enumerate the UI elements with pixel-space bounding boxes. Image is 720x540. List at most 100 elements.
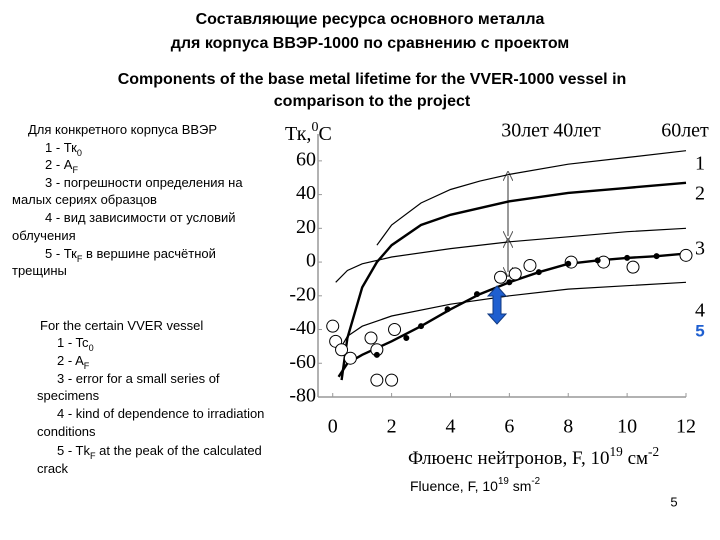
note-en-part: conditions [37, 424, 96, 439]
note-en: specimens [37, 388, 100, 403]
curve [376, 150, 687, 246]
note-ru: 2 - АF [45, 157, 78, 175]
title-en: Components of the base metal lifetime fo… [118, 71, 627, 88]
x-axis-title-en: Fluence, F, 1019 sm-2 [410, 476, 540, 494]
annotation: 40лет [553, 120, 601, 142]
y-tick-label: -40 [289, 317, 316, 339]
data-point [523, 258, 537, 272]
y-axis-title-part: С [318, 123, 331, 145]
note-ru: 4 - вид зависимости от условий [45, 210, 236, 225]
note-ru-part: 0 [77, 148, 82, 158]
note-ru: облучения [12, 228, 76, 243]
title-ru: для корпуса ВВЭР-1000 по сравнению с про… [171, 35, 570, 52]
note-ru-part: малых сериях образцов [12, 192, 157, 207]
x-tick-label: 4 [445, 416, 455, 438]
note-en-part: 3 - error for a small series of [57, 371, 220, 386]
x-tick-label: 6 [504, 416, 514, 438]
page-number: 5 [670, 494, 677, 509]
note-en-part: specimens [37, 388, 100, 403]
note-ru-part: 2 - А [45, 157, 73, 172]
data-point [444, 306, 451, 313]
note-en-part: at the peak of the calculated [96, 443, 262, 458]
note-ru-part: облучения [12, 228, 76, 243]
curve-label: 4 [695, 300, 705, 322]
annotation: 60лет [661, 120, 709, 142]
x-axis-title-part: Флюенс нейтронов, F, 10 [408, 448, 610, 469]
data-point [653, 253, 660, 260]
curve-label: 3 [695, 238, 705, 260]
note-en: 2 - AF [57, 353, 90, 371]
note-en-part: F [90, 451, 96, 461]
curve-label: 1 [695, 153, 705, 175]
y-tick-label: 60 [296, 148, 316, 170]
annotation: 30лет [501, 120, 549, 142]
x-axis-title-en-part: sm [509, 478, 532, 494]
note-en: conditions [37, 424, 96, 439]
data-point [418, 323, 425, 330]
y-tick-label: -60 [289, 351, 316, 373]
note-ru-part: 4 - вид зависимости от условий [45, 210, 236, 225]
curve [340, 181, 687, 381]
note-en: 1 - Tc0 [57, 335, 94, 353]
title-en: comparison to the project [274, 93, 471, 110]
curve-label: 5 [695, 321, 704, 340]
x-axis-title-en-part: 19 [498, 476, 509, 487]
note-ru: 5 - ТкF в вершине расчётной [45, 246, 216, 264]
x-tick-label: 2 [387, 416, 397, 438]
note-ru-part: F [77, 254, 83, 264]
note-en-part: F [84, 361, 90, 371]
data-point [343, 351, 357, 365]
data-point [594, 257, 601, 264]
x-tick-label: 0 [328, 416, 338, 438]
note-ru-part: в вершине расчётной [82, 246, 216, 261]
note-ru-part: F [72, 165, 78, 175]
note-en: 3 - error for a small series of [57, 371, 220, 386]
x-axis-title-en-part: -2 [531, 476, 540, 487]
curve-label: 2 [695, 183, 705, 205]
x-tick-label: 12 [676, 416, 696, 438]
note-ru-part: трещины [12, 263, 67, 278]
data-point [326, 319, 340, 333]
y-axis-title-part: 0 [311, 120, 318, 135]
note-en-part: 0 [89, 343, 94, 353]
note-ru: Для конкретного корпуса ВВЭР [28, 122, 217, 137]
data-point [370, 373, 384, 387]
data-point [388, 323, 402, 337]
note-ru-part: 1 - Тк [45, 140, 77, 155]
data-point [679, 248, 693, 262]
data-point [473, 291, 480, 298]
note-en-part: 2 - A [57, 353, 84, 368]
data-point [385, 373, 399, 387]
note-en: 5 - TkF at the peak of the calculated [57, 443, 262, 461]
data-point [364, 331, 378, 345]
note-en: For the certain VVER vessel [40, 318, 203, 333]
y-axis-title: Тк,0С [285, 120, 332, 145]
note-ru-part: 3 - погрешности определения на [45, 175, 243, 190]
y-tick-label: 40 [296, 182, 316, 204]
x-axis-title-part: см [623, 448, 648, 469]
note-en: 4 - kind of dependence to irradiation [57, 406, 264, 421]
note-ru-part: 5 - Тк [45, 246, 77, 261]
note-ru: малых сериях образцов [12, 192, 157, 207]
note-en-part: For the certain VVER vessel [40, 318, 203, 333]
data-point [373, 351, 380, 358]
y-tick-label: 0 [306, 250, 316, 272]
curve [341, 281, 687, 347]
title-ru: Составляющие ресурса основного металла [196, 11, 545, 28]
note-en-part: 1 - Tc [57, 335, 89, 350]
y-tick-label: 20 [296, 216, 316, 238]
x-axis-title: Флюенс нейтронов, F, 1019 см-2 [408, 444, 659, 470]
x-tick-label: 10 [617, 416, 637, 438]
data-point [494, 270, 508, 284]
note-ru: 3 - погрешности определения на [45, 175, 243, 190]
data-point [508, 267, 522, 281]
note-ru-part: Для конкретного корпуса ВВЭР [28, 122, 217, 137]
note-ru: 1 - Тк0 [45, 140, 82, 158]
x-axis-title-part: 19 [610, 444, 624, 459]
data-point [565, 260, 572, 267]
data-point [506, 279, 513, 286]
x-axis-title-part: -2 [648, 444, 659, 459]
x-axis-title-en-part: Fluence, F, 10 [410, 478, 498, 494]
data-point [624, 254, 631, 261]
